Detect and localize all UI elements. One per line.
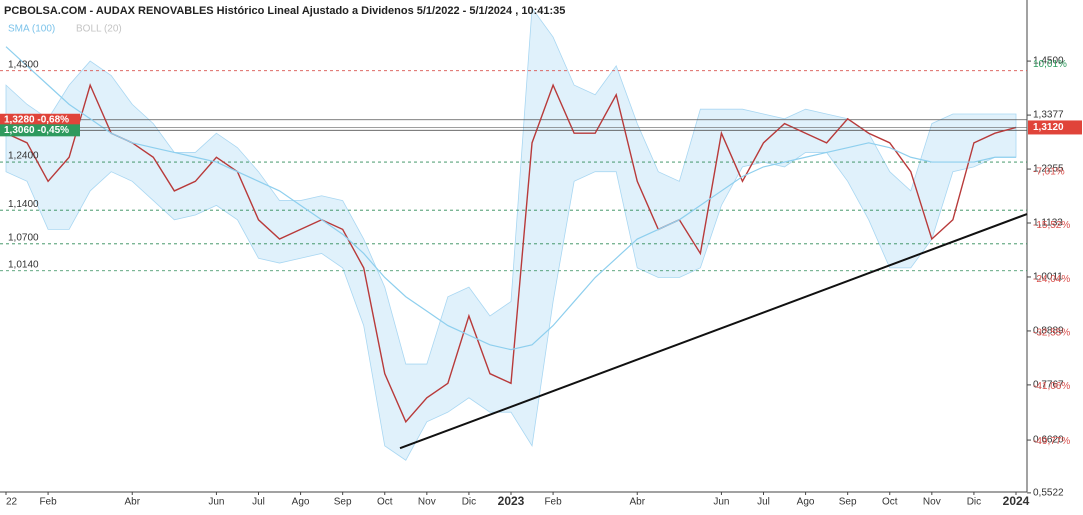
y-tick-label: 1,1133 xyxy=(1033,218,1063,229)
x-tick-label: Jul xyxy=(757,497,770,508)
y-tick-label: 1,2255 xyxy=(1033,164,1064,175)
x-tick-label: 22 xyxy=(6,497,18,508)
x-tick-label: Sep xyxy=(334,497,352,508)
x-tick-label: Feb xyxy=(544,497,562,508)
x-tick-label: Oct xyxy=(882,497,898,508)
x-tick-label: Abr xyxy=(629,497,645,508)
level-label: 1,0700 xyxy=(8,232,39,243)
trend-line xyxy=(399,213,1028,450)
x-tick-label: Sep xyxy=(839,497,857,508)
level-label: 1,4300 xyxy=(8,59,39,70)
plot-area xyxy=(0,0,1028,493)
y-tick-label: 1,0011 xyxy=(1033,272,1063,283)
x-tick-label: 2023 xyxy=(498,494,525,508)
pct-tick-label: -24,04% xyxy=(1033,274,1070,285)
x-tick-label: Oct xyxy=(377,497,393,508)
x-tick-label: 2024 xyxy=(1003,494,1030,508)
last-box xyxy=(1028,120,1082,135)
pct-tick-label: -7,01% xyxy=(1033,166,1065,177)
price-line xyxy=(5,83,1017,424)
sma-line xyxy=(5,46,1016,351)
y-tick-label: 1,3377 xyxy=(1033,110,1064,121)
legend-sma: SMA (100) xyxy=(8,24,55,35)
x-tick-label: Jun xyxy=(208,497,224,508)
pct-tick-label: -15,52% xyxy=(1033,220,1070,231)
marker-label: 1,3280 -0,68% xyxy=(4,114,69,125)
pct-tick-label: -32,55% xyxy=(1033,327,1070,338)
level-label: 1,0140 xyxy=(8,259,39,270)
x-tick-label: Ago xyxy=(292,497,310,508)
x-tick-label: Nov xyxy=(418,497,436,508)
x-tick-label: Dic xyxy=(967,497,981,508)
x-tick-label: Feb xyxy=(39,497,57,508)
marker-box xyxy=(0,113,80,126)
y-tick-label: 0,7767 xyxy=(1033,380,1064,391)
marker-box xyxy=(0,124,80,137)
y-tick-label: 0,8889 xyxy=(1033,326,1064,337)
x-tick-label: Jul xyxy=(252,497,265,508)
marker-label: 1,3060 -0,45% xyxy=(4,125,69,136)
x-tick-label: Abr xyxy=(124,497,140,508)
legend-boll: BOLL (20) xyxy=(76,24,122,35)
x-tick-label: Dic xyxy=(462,497,476,508)
y-tick-label: 0,6620 xyxy=(1033,435,1064,446)
level-label: 1,1400 xyxy=(8,199,39,210)
x-tick-label: Ago xyxy=(797,497,815,508)
x-tick-label: Jun xyxy=(713,497,729,508)
x-tick-label: Nov xyxy=(923,497,941,508)
level-label: 1,2400 xyxy=(8,151,39,162)
pct-tick-label: 10,01% xyxy=(1033,59,1067,70)
y-tick-label: 1,4500 xyxy=(1033,56,1064,67)
chart-title: PCBOLSA.COM - AUDAX RENOVABLES Histórico… xyxy=(4,5,565,17)
last-label: 1,3120 xyxy=(1033,122,1064,133)
y-tick-label: 0,5522 xyxy=(1033,488,1064,499)
pct-tick-label: -41,06% xyxy=(1033,381,1070,392)
pct-tick-label: -49,77% xyxy=(1033,436,1070,447)
